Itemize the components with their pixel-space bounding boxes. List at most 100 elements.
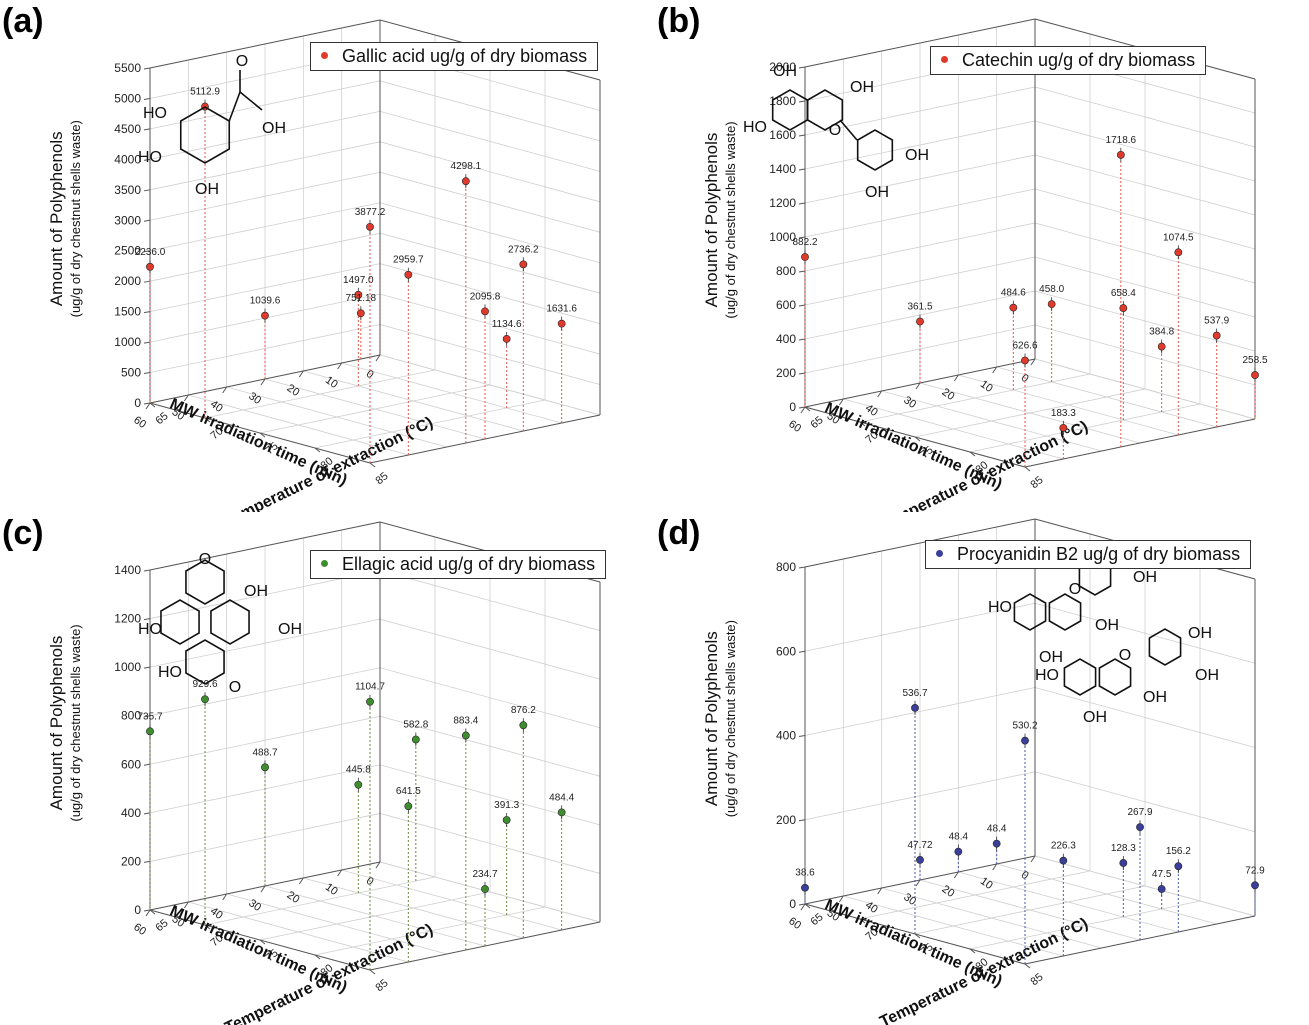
x-tick bbox=[337, 869, 343, 877]
data-point bbox=[481, 307, 489, 316]
data-point bbox=[801, 253, 809, 261]
y-tick-label: 600 bbox=[776, 298, 796, 312]
molecule-bond bbox=[839, 119, 858, 141]
legend-marker-icon bbox=[941, 55, 948, 63]
molecule-bond bbox=[228, 91, 241, 122]
x-tick bbox=[260, 885, 266, 893]
molecule-atom-label: OH bbox=[1083, 709, 1107, 726]
legend-text: Catechin ug/g of dry biomass bbox=[962, 50, 1196, 70]
data-label: 537.9 bbox=[1204, 316, 1229, 327]
y-tick bbox=[143, 250, 151, 253]
x-tick-label: 50 bbox=[825, 907, 842, 924]
z-tick bbox=[804, 406, 811, 412]
chart-b: 0200400600800100012001400160018002000010… bbox=[702, 18, 1268, 512]
data-point bbox=[911, 704, 919, 712]
wall-gridline bbox=[1034, 855, 1256, 917]
y-tick-label: 1400 bbox=[114, 563, 141, 577]
data-label: 2236.0 bbox=[135, 247, 166, 258]
y-axis-subtitle: (ug/g of dry chestnut shells waste) bbox=[68, 120, 83, 317]
x-tick bbox=[992, 366, 998, 374]
wall-gridline bbox=[149, 232, 381, 282]
data-point bbox=[146, 262, 154, 271]
legend-marker-icon bbox=[321, 51, 328, 59]
data-label: 1039.6 bbox=[250, 296, 281, 307]
wall-gridline bbox=[149, 171, 381, 221]
z-tick bbox=[259, 432, 266, 438]
y-tick bbox=[798, 304, 806, 307]
y-tick-label: 0 bbox=[134, 396, 141, 410]
data-point bbox=[519, 721, 528, 730]
data-label: 1631.6 bbox=[546, 304, 577, 315]
molecule-ring bbox=[185, 639, 225, 685]
data-label: 1074.5 bbox=[1163, 232, 1194, 243]
data-label: 536.7 bbox=[902, 688, 927, 699]
wall-gridline bbox=[149, 715, 381, 765]
y-tick-label: 800 bbox=[121, 709, 141, 723]
y-tick-label: 400 bbox=[776, 729, 796, 743]
data-point bbox=[354, 290, 363, 299]
wall-gridline bbox=[149, 263, 381, 313]
molecule-atom-label: OH bbox=[262, 120, 286, 137]
molecule-atom-label: O bbox=[1119, 647, 1131, 664]
data-point bbox=[404, 270, 413, 279]
y-tick-label: 0 bbox=[789, 897, 796, 911]
data-label: 47.72 bbox=[907, 840, 932, 851]
y-tick bbox=[798, 270, 806, 273]
data-point bbox=[261, 311, 269, 320]
x-tick-label: 50 bbox=[170, 406, 187, 423]
wall-gridline bbox=[379, 861, 601, 923]
wall-gridline bbox=[1034, 324, 1256, 386]
y-tick bbox=[143, 341, 151, 344]
wall-gridline bbox=[379, 324, 601, 385]
data-point bbox=[404, 802, 413, 811]
molecule-atom-label: HO bbox=[988, 599, 1012, 616]
data-point bbox=[916, 855, 924, 864]
data-point bbox=[519, 260, 528, 269]
panel-c: 0200400600800100012001400010203040506065… bbox=[0, 512, 655, 1025]
frame-line bbox=[804, 518, 1036, 568]
x-tick bbox=[877, 390, 883, 398]
molecule-atom-label: HO bbox=[143, 105, 167, 122]
molecule-ring bbox=[1063, 658, 1097, 696]
z-tick bbox=[914, 933, 921, 939]
y-tick bbox=[798, 819, 806, 822]
data-point bbox=[502, 334, 511, 343]
data-label: 641.5 bbox=[396, 786, 421, 797]
x-tick bbox=[298, 877, 304, 885]
floor-gridline bbox=[204, 369, 436, 419]
y-tick-label: 200 bbox=[776, 366, 796, 380]
z-tick-label: 85 bbox=[374, 977, 391, 994]
data-label: 2959.7 bbox=[393, 255, 424, 266]
data-point bbox=[461, 177, 470, 186]
data-point bbox=[916, 317, 924, 326]
y-tick bbox=[143, 280, 151, 283]
wall-gridline bbox=[379, 618, 601, 680]
wall-gridline bbox=[149, 110, 381, 160]
x-tick-label: 10 bbox=[978, 378, 995, 395]
z-tick bbox=[204, 417, 211, 423]
data-point bbox=[1119, 859, 1128, 867]
y-tick bbox=[143, 189, 151, 192]
y-tick bbox=[143, 666, 151, 669]
x-tick-label: 40 bbox=[208, 398, 225, 415]
y-axis-title: Amount of Polyphenols bbox=[47, 131, 66, 306]
z-axis-title: Temperature of extraction (°C) bbox=[222, 921, 436, 1025]
wall-gridline bbox=[379, 293, 601, 355]
molecule-atom-label: HO bbox=[158, 664, 182, 681]
x-tick bbox=[1030, 855, 1036, 863]
data-point bbox=[954, 847, 963, 856]
frame-line bbox=[149, 19, 381, 69]
x-tick bbox=[877, 887, 883, 895]
floor-gridline bbox=[859, 870, 1091, 920]
data-label: 1134.6 bbox=[492, 319, 522, 330]
x-tick bbox=[222, 893, 228, 901]
y-tick bbox=[143, 402, 151, 405]
y-tick bbox=[143, 311, 151, 314]
y-axis-subtitle: (ug/g of dry chestnut shells waste) bbox=[68, 624, 83, 821]
x-tick-label: 50 bbox=[825, 410, 842, 427]
y-tick bbox=[798, 406, 806, 409]
frame-line bbox=[149, 521, 381, 571]
y-tick-label: 600 bbox=[776, 644, 796, 658]
y-tick bbox=[143, 812, 151, 815]
y-axis-title: Amount of Polyphenols bbox=[702, 133, 721, 308]
